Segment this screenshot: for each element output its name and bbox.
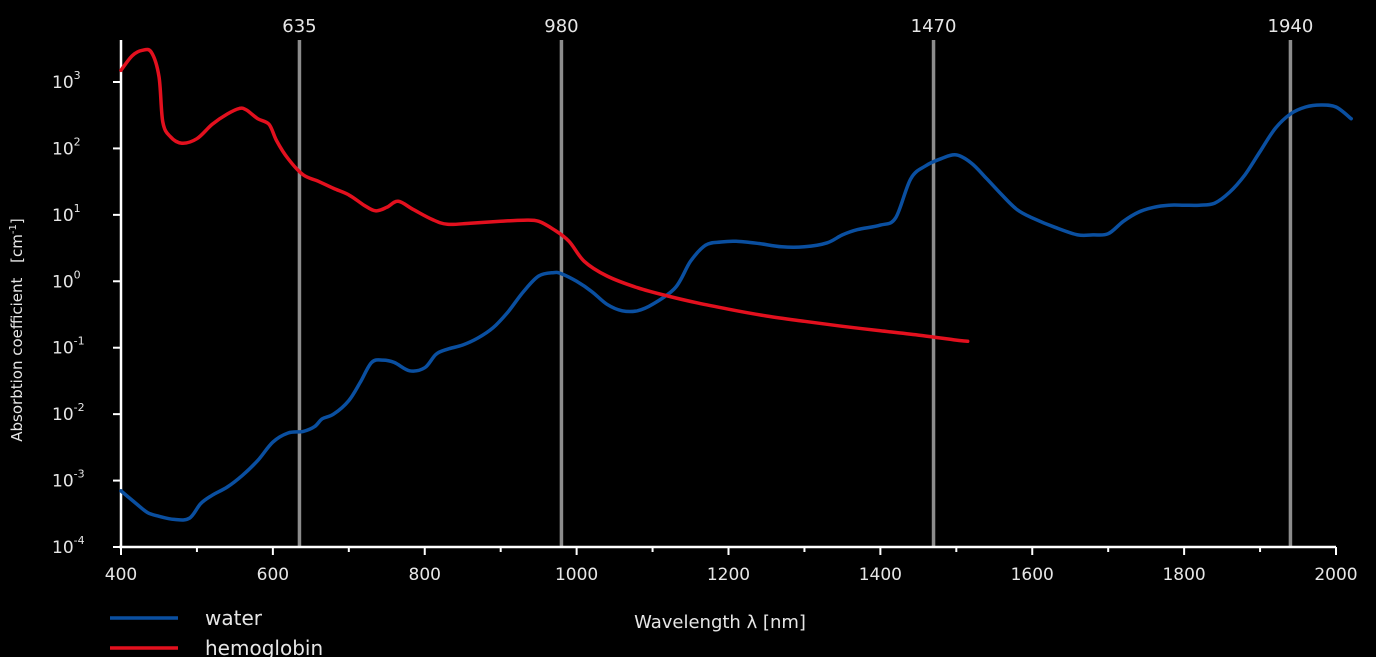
y-tick-label-0: 100 [52, 268, 81, 292]
x-tick-label-1000: 1000 [555, 565, 598, 585]
y-tick-label-2: 102 [52, 135, 81, 159]
y-axis-unit: [cm [8, 234, 26, 263]
y-tick-label-1: 101 [52, 202, 81, 226]
legend-label-hemoglobin: hemoglobin [205, 636, 323, 657]
reference-label-980: 980 [544, 16, 578, 37]
series-line-water [119, 103, 1353, 522]
ticks: 400 600 800 1000 1200 1400 1600 1800 2000 10-4 10-… [52, 69, 1358, 585]
reference-lines: 635 980 1470 1940 [282, 16, 1313, 547]
x-tick-label-800: 800 [409, 565, 441, 585]
x-tick-label-1200: 1200 [707, 565, 750, 585]
series-lines [119, 47, 1353, 522]
y-tick-label--2: 10-2 [52, 401, 85, 425]
x-tick-label-600: 600 [257, 565, 289, 585]
x-tick-label-1600: 1600 [1011, 565, 1054, 585]
y-tick-label-3: 103 [52, 69, 81, 93]
x-tick-label-1800: 1800 [1162, 565, 1205, 585]
reference-label-1940: 1940 [1268, 16, 1314, 37]
y-axis-label-text: Absorbtion coefficient [8, 277, 26, 441]
legend: water hemoglobin [110, 606, 323, 657]
reference-label-1470: 1470 [911, 16, 957, 37]
y-axis-unit-close: ] [8, 218, 26, 224]
x-axis-label: Wavelength λ [nm] [634, 612, 806, 633]
x-tick-label-400: 400 [105, 565, 137, 585]
legend-label-water: water [205, 606, 263, 630]
reference-label-635: 635 [282, 16, 316, 37]
y-axis-label: Absorbtion coefficient [cm-1] [8, 218, 26, 442]
y-axis-unit-exp: -1 [8, 224, 19, 234]
axes [119, 40, 1336, 549]
y-tick-label--4: 10-4 [52, 534, 85, 558]
series-line-hemoglobin [119, 47, 970, 344]
x-tick-label-2000: 2000 [1314, 565, 1357, 585]
y-tick-label--3: 10-3 [52, 468, 85, 492]
x-tick-label-1400: 1400 [859, 565, 902, 585]
y-tick-label--1: 10-1 [52, 335, 85, 359]
